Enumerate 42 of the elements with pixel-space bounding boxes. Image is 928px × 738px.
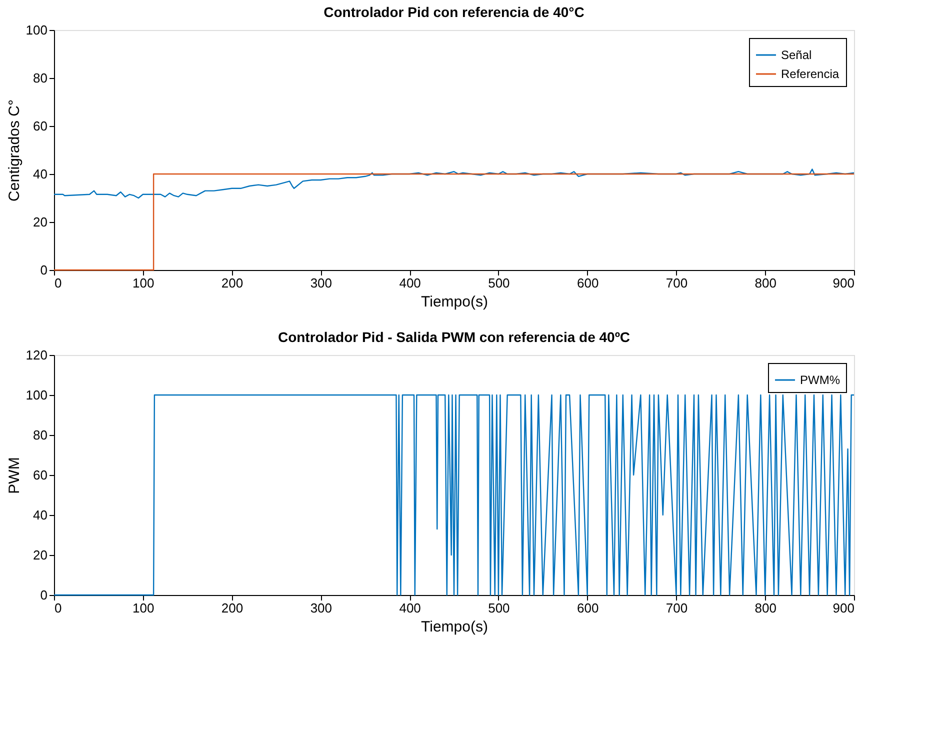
x-tick-label: 500 [488,276,510,290]
y-tick-label: 20 [33,548,48,562]
x-tick-label: 900 [832,276,854,290]
x-tick-label: 200 [221,600,244,616]
x-axis-title: Tiempo(s) [421,294,488,310]
x-tick-label: 500 [488,600,510,616]
x-tick-label: 200 [221,276,244,290]
x-tick-label: 800 [754,276,776,290]
x-axis-title: Tiempo(s) [421,618,488,636]
x-tick-label: 0 [54,600,62,616]
y-axis-title: Centigrados C° [6,100,23,202]
y-tick-label: 40 [33,508,48,522]
x-tick-label: 300 [310,276,332,290]
x-tick-label: 100 [132,276,154,290]
legend-label: PWM% [800,373,840,387]
x-tick-label: 300 [310,600,332,616]
x-tick-label: 600 [576,600,599,616]
y-tick-label: 60 [33,118,48,134]
x-tick-label: 400 [399,276,421,290]
y-tick-label: 80 [33,70,48,86]
y-tick-label: 20 [33,214,48,230]
y-tick-label: 100 [26,388,48,402]
x-tick-label: 900 [832,600,854,616]
y-tick-label: 80 [33,428,48,442]
x-tick-label: 800 [754,600,776,616]
chart-title: Controlador Pid con referencia de 40°C [324,4,584,20]
chart-title: Controlador Pid - Salida PWM con referencia de 40ºC [278,329,630,345]
y-tick-label: 60 [33,468,48,482]
x-tick-label: 400 [399,600,421,616]
x-tick-label: 100 [132,600,154,616]
x-tick-label: 700 [666,600,688,616]
y-tick-label: 40 [33,166,48,182]
legend-label: Referencia [781,67,840,81]
x-tick-label: 700 [666,276,688,290]
y-tick-label: 0 [40,262,48,278]
y-tick-label: 100 [26,22,48,38]
y-tick-label: 120 [26,348,48,362]
x-tick-label: 0 [54,276,62,290]
y-tick-label: 0 [40,588,48,602]
legend-label: Señal [781,48,812,62]
x-tick-label: 600 [576,276,599,290]
y-axis-title: PWM [6,457,23,494]
